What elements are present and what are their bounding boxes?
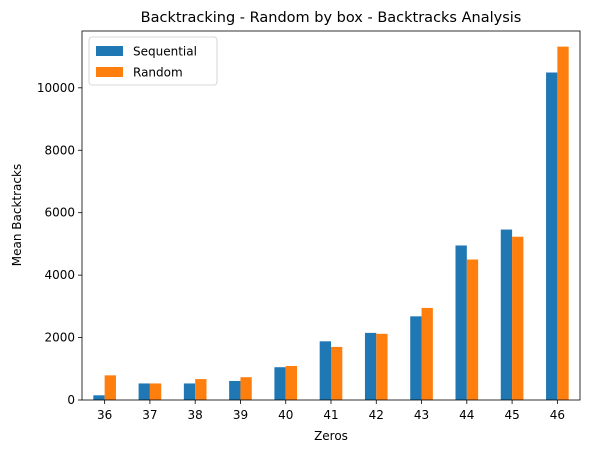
bar-sequential-37 <box>138 383 150 400</box>
y-tick-label: 4000 <box>44 268 75 282</box>
legend-swatch-random <box>96 67 123 77</box>
bar-sequential-39 <box>229 380 241 400</box>
bar-random-42 <box>376 333 388 400</box>
legend-label-random: Random <box>133 66 183 80</box>
x-tick-label: 40 <box>278 408 293 422</box>
plot-frame <box>81 30 581 401</box>
x-tick-label: 46 <box>550 408 565 422</box>
x-axis-label: Zeros <box>314 429 348 443</box>
y-tick-label: 6000 <box>44 206 75 220</box>
bar-sequential-43 <box>410 316 422 400</box>
x-tick-label: 38 <box>188 408 203 422</box>
y-tick-label: 10000 <box>37 81 75 95</box>
bar-random-38 <box>195 379 207 400</box>
bar-sequential-41 <box>319 341 331 400</box>
y-axis: 0 2000 4000 6000 8000 10000 <box>37 81 82 407</box>
x-tick-label: 36 <box>97 408 112 422</box>
y-tick-label: 8000 <box>44 143 75 157</box>
bar-random-40 <box>285 365 298 400</box>
bar-random-43 <box>421 307 433 400</box>
x-tick-label: 39 <box>233 408 248 422</box>
x-axis: 36 37 38 39 40 41 42 43 44 45 46 <box>97 400 565 422</box>
bar-random-37 <box>149 383 162 400</box>
bar-sequential-44 <box>455 245 467 400</box>
y-tick-label: 0 <box>67 393 75 407</box>
legend-label-sequential: Sequential <box>133 45 197 59</box>
x-tick-label: 43 <box>414 408 429 422</box>
legend: Sequential Random <box>88 36 218 86</box>
bar-sequential-38 <box>183 383 196 400</box>
x-tick-label: 37 <box>142 408 157 422</box>
bar-sequential-40 <box>274 367 286 400</box>
bar-random-39 <box>240 377 252 400</box>
x-tick-label: 44 <box>459 408 474 422</box>
bar-random-46 <box>557 46 569 401</box>
x-tick-label: 45 <box>504 408 519 422</box>
bars-group <box>93 46 569 401</box>
bar-sequential-46 <box>546 72 558 401</box>
bar-random-45 <box>512 236 524 400</box>
chart-title: Backtracking - Random by box - Backtrack… <box>141 10 522 26</box>
y-tick-label: 2000 <box>44 331 75 345</box>
x-tick-label: 41 <box>323 408 338 422</box>
bar-random-44 <box>466 259 479 400</box>
y-axis-label: Mean Backtracks <box>10 164 24 266</box>
bar-random-41 <box>331 346 343 400</box>
legend-swatch-sequential <box>96 46 123 56</box>
bar-random-36 <box>104 375 116 400</box>
x-tick-label: 42 <box>369 408 384 422</box>
bar-sequential-42 <box>364 332 377 400</box>
bar-sequential-45 <box>500 229 513 400</box>
bar-sequential-36 <box>93 395 105 400</box>
